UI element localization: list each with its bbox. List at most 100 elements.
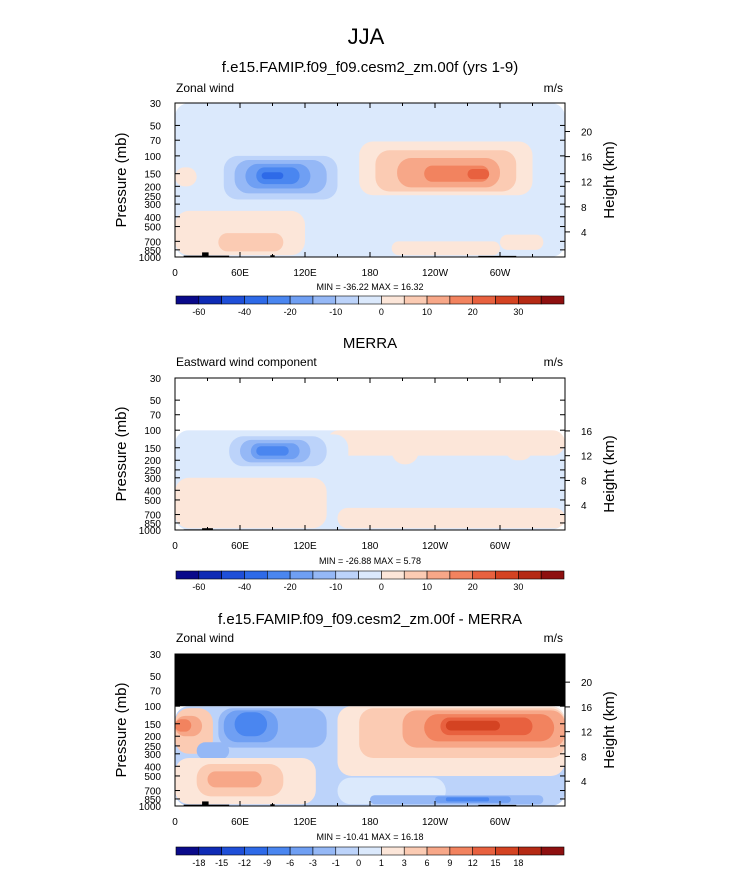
right-tick-label: 16 [581,427,593,438]
right-axis-label: Height (km) [601,141,618,219]
colorbar-swatch [540,295,565,305]
colorbar-swatch [518,846,542,856]
x-tick-label: 60W [490,541,511,552]
y-tick-label: 200 [144,732,161,743]
colorbar-label: -40 [238,307,251,317]
colorbar-swatch [540,846,565,856]
y-tick-label: 50 [150,672,162,683]
colorbar-swatch [198,295,222,305]
colorbar-label: 30 [513,582,523,592]
contour-cell [196,742,230,760]
y-tick-label: 500 [144,223,161,234]
colorbar-swatch [335,570,359,580]
right-tick-label: 16 [581,703,593,714]
right-tick-label: 4 [581,777,587,788]
colorbar-swatch [472,846,496,856]
colorbar-label: 0 [356,858,361,868]
right-tick-label: 8 [581,752,587,763]
y-tick-label: 50 [150,396,162,407]
y-tick-label: 100 [144,702,161,713]
contour-cell [234,712,268,737]
colorbar: -60 -40 -20 -10 0 10 20 30 [175,295,565,317]
colorbar-swatch [518,570,542,580]
y-tick-label: 850 [144,519,161,530]
right-tick-label: 20 [581,128,593,139]
figure-title: JJA [348,24,385,49]
x-tick-label: 120W [422,817,449,828]
y-tick-label: 250 [144,466,161,477]
colorbar-swatch [244,570,268,580]
colorbar-swatch [426,570,451,580]
chart-panel-1: f.e15.FAMIP.f09_f09.cesm2_zm.00f (yrs 1-… [113,59,618,317]
right-tick-label: 12 [581,178,593,189]
y-tick-label: 300 [144,200,161,211]
y-tick-label: 250 [144,742,161,753]
colorbar-label: 10 [422,582,432,592]
y-tick-label: 850 [144,795,161,806]
colorbar-swatch [495,846,519,856]
colorbar-label: 6 [425,858,430,868]
x-tick-label: 60E [231,541,249,552]
terrain-block [202,252,209,257]
colorbar-label: -12 [238,858,251,868]
contour-cell [505,438,533,461]
colorbar-swatch [312,295,337,305]
colorbar-swatch [221,295,245,305]
x-tick-label: 60E [231,268,249,279]
colorbar-label: 20 [468,582,478,592]
y-tick-label: 300 [144,474,161,485]
colorbar-label: 1 [379,858,384,868]
missing-data-region [175,378,565,431]
contour-cell [391,438,419,465]
stats-text: MIN = -10.41 MAX = 16.18 [316,832,423,842]
contour-cell [326,430,565,456]
x-tick-label: 0 [172,268,178,279]
terrain-block [202,801,209,806]
panel-title: f.e15.FAMIP.f09_f09.cesm2_zm.00f (yrs 1-… [222,59,519,76]
y-tick-label: 850 [144,246,161,257]
y-tick-label: 100 [144,152,161,163]
y-tick-label: 150 [144,444,161,455]
y-tick-label: 1000 [139,253,162,264]
colorbar-swatch [426,846,451,856]
colorbar-label: 15 [491,858,501,868]
y-tick-label: 400 [144,762,161,773]
contour-cell [337,507,565,529]
contour-cell [391,241,500,256]
colorbar-label: -20 [284,582,297,592]
contour-cell [218,233,284,252]
right-tick-label: 8 [581,203,587,214]
y-tick-label: 100 [144,426,161,437]
right-tick-label: 16 [581,153,593,164]
colorbar-swatch [518,295,542,305]
y-tick-label: 1000 [139,526,162,537]
x-tick-label: 0 [172,541,178,552]
right-axis-label: Height (km) [601,435,618,513]
y-tick-label: 1000 [139,802,162,813]
colorbar-label: -40 [238,582,251,592]
y-tick-label: 150 [144,720,161,731]
stats-text: MIN = -26.88 MAX = 5.78 [319,556,421,566]
colorbar-swatch [335,295,359,305]
y-tick-label: 70 [150,687,162,698]
y-axis-label: Pressure (mb) [113,682,130,777]
colorbar-label: -1 [332,858,340,868]
contour-cell [445,720,500,731]
contour-cell [175,719,192,732]
y-axis-label: Pressure (mb) [113,406,130,501]
colorbar-swatch [358,570,382,580]
right-axis-label: Height (km) [601,691,618,769]
colorbar-swatch [198,846,222,856]
right-tick-label: 8 [581,476,587,487]
right-tick-label: 4 [581,228,587,239]
right-tick-label: 20 [581,678,593,689]
colorbar-swatch [381,570,405,580]
colorbar-swatch [289,570,314,580]
panel-units-label: m/s [544,631,563,645]
terrain-block [478,255,517,257]
y-tick-label: 70 [150,136,162,147]
colorbar-swatch [472,570,496,580]
y-tick-label: 700 [144,787,161,798]
